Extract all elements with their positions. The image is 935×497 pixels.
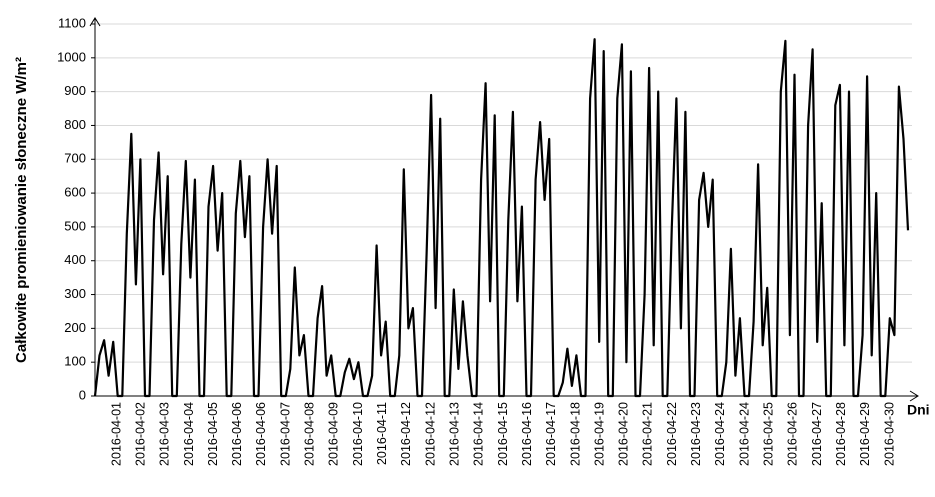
x-tick-label: 2016-04-24 [737, 402, 751, 466]
x-tick-label: 2016-04-25 [762, 402, 776, 466]
x-tick-label: 2016-04-12 [399, 402, 413, 466]
x-tick-label: 2016-04-20 [617, 402, 631, 466]
x-tick-label: 2016-04-03 [158, 402, 172, 466]
x-tick-label: 2016-04-28 [834, 402, 848, 466]
y-tick-label: 300 [64, 286, 86, 301]
x-tick-label: 2016-04-14 [472, 402, 486, 466]
y-tick-label: 500 [64, 218, 86, 233]
y-tick-label: 900 [64, 83, 86, 98]
y-tick-label: 100 [64, 354, 86, 369]
x-axis-arrow [909, 390, 919, 402]
x-tick-label: 2016-04-24 [713, 402, 727, 466]
x-tick-label: 2016-04-13 [447, 402, 461, 466]
x-tick-label: 2016-04-30 [882, 402, 896, 466]
y-axis-title: Całkowite promieniowanie słoneczne W/m² [13, 57, 30, 363]
x-tick-label: 2016-04-18 [568, 402, 582, 466]
x-tick-label: 2016-04-11 [375, 402, 389, 465]
x-tick-label: 2016-04-23 [689, 402, 703, 466]
y-axis-arrow [89, 17, 101, 27]
y-tick-label: 400 [64, 252, 86, 267]
x-tick-label: 2016-04-19 [592, 402, 606, 466]
series-line [93, 38, 910, 398]
x-tick-label: 2016-04-02 [133, 402, 147, 466]
x-tick-label: 2016-04-06 [230, 402, 244, 466]
x-tick-label: 2016-04-07 [278, 402, 292, 466]
x-tick-label: 2016-04-22 [665, 402, 679, 466]
x-tick-label: 2016-04-04 [182, 402, 196, 466]
y-tick-label: 600 [64, 185, 86, 200]
y-tick-label: 800 [64, 117, 86, 132]
y-tick-label: 200 [64, 320, 86, 335]
x-axis-title: Dni [907, 402, 930, 418]
x-tick-label: 2016-04-08 [303, 402, 317, 466]
y-tick-label: 1000 [57, 49, 86, 64]
x-tick-label: 2016-04-29 [858, 402, 872, 466]
y-tick-label: 700 [64, 151, 86, 166]
x-tick-label: 2016-04-16 [520, 402, 534, 466]
x-tick-label: 2016-04-09 [327, 402, 341, 466]
x-tick-label: 2016-04-27 [810, 402, 824, 466]
x-tick-label: 2016-04-17 [544, 402, 558, 466]
x-tick-label: 2016-04-06 [254, 402, 268, 466]
x-tick-label: 2016-04-10 [351, 402, 365, 466]
x-tick-label: 2016-04-12 [423, 402, 437, 466]
x-tick-label: 2016-04-15 [496, 402, 510, 466]
x-tick-label: 2016-04-26 [786, 402, 800, 466]
x-tick-label: 2016-04-05 [206, 402, 220, 466]
y-tick-label: 1100 [58, 15, 86, 30]
x-tick-label: 2016-04-21 [641, 402, 655, 466]
x-tick-label: 2016-04-01 [109, 402, 123, 466]
y-tick-label: 0 [79, 387, 86, 402]
